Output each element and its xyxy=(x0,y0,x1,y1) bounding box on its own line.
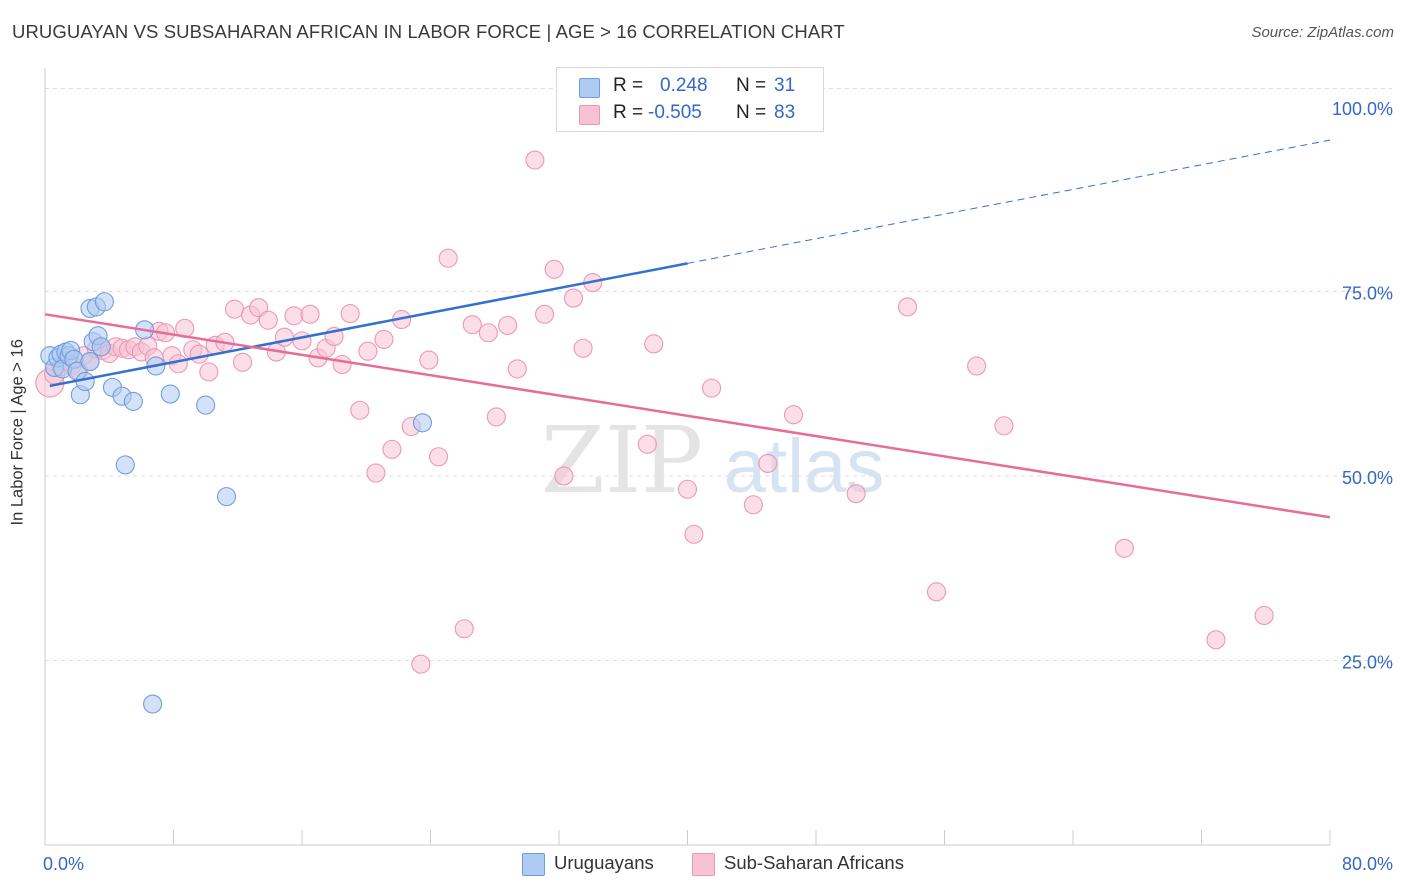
subsaharan-point xyxy=(419,350,439,370)
subsaharan-point xyxy=(846,484,866,504)
subsaharan-point xyxy=(332,354,352,375)
subsaharan-point xyxy=(168,354,188,374)
uruguayan-point xyxy=(115,455,135,475)
subsaharan-point xyxy=(274,327,294,347)
y-axis-label: In Labor Force | Age > 16 xyxy=(8,339,27,526)
subsaharan-point xyxy=(507,359,527,379)
legend-label: Uruguayans xyxy=(554,852,654,873)
trend-lines xyxy=(44,139,1331,519)
uruguayan-point xyxy=(94,292,114,312)
uruguayan-points xyxy=(40,97,622,714)
legend-label: Sub-Saharan Africans xyxy=(724,852,904,873)
subsaharan-point xyxy=(758,453,778,473)
subsaharan-point xyxy=(233,352,253,372)
blue-swatch xyxy=(579,78,600,98)
subsaharan-point xyxy=(743,495,763,515)
subsaharan-point xyxy=(783,405,804,425)
n-label: N = xyxy=(736,102,767,123)
x-tick-label: 0.0% xyxy=(43,854,84,874)
subsaharan-trend-line xyxy=(44,313,1331,519)
gridlines xyxy=(45,87,1392,661)
subsaharan-point xyxy=(1206,630,1226,650)
subsaharan-point xyxy=(684,524,704,544)
stats-box: R = 0.248 N = 31 R = -0.505 N = 83 xyxy=(556,67,824,132)
subsaharan-point xyxy=(284,306,304,326)
y-tick-label: 100.0% xyxy=(1332,99,1393,119)
subsaharan-point xyxy=(454,619,474,639)
subsaharan-point xyxy=(898,297,918,317)
subsaharan-point xyxy=(374,329,394,349)
subsaharan-point xyxy=(573,338,593,358)
subsaharan-point xyxy=(1254,605,1274,626)
y-tick-label: 50.0% xyxy=(1342,468,1393,488)
chart-title: URUGUAYAN VS SUBSAHARAN AFRICAN IN LABOR… xyxy=(12,21,845,42)
y-tick-label: 75.0% xyxy=(1342,283,1393,303)
subsaharan-point xyxy=(563,288,584,308)
r-value: -0.505 xyxy=(648,102,702,123)
uruguayan-point xyxy=(91,337,111,357)
x-tick-label: 80.0% xyxy=(1342,854,1393,874)
subsaharan-point xyxy=(637,434,657,454)
n-label: N = xyxy=(736,75,767,96)
subsaharan-point xyxy=(486,407,506,427)
uruguayan-point xyxy=(196,395,216,415)
subsaharan-point xyxy=(644,334,664,354)
subsaharan-point xyxy=(534,304,555,324)
subsaharan-point xyxy=(199,362,219,382)
uruguayan-point xyxy=(123,391,143,411)
subsaharan-point xyxy=(926,582,947,602)
subsaharan-point xyxy=(300,304,320,324)
subsaharan-point xyxy=(189,344,209,364)
subsaharan-point xyxy=(994,416,1014,436)
y-tick-label: 25.0% xyxy=(1342,652,1393,672)
subsaharan-point xyxy=(967,356,987,376)
n-value: 83 xyxy=(774,102,796,123)
source-credit: Source: ZipAtlas.com xyxy=(1251,24,1394,41)
subsaharan-point xyxy=(478,323,498,343)
subsaharan-point xyxy=(350,400,370,420)
subsaharan-point xyxy=(438,248,458,268)
uruguayan-point xyxy=(80,351,100,372)
watermark-zip: ZIP xyxy=(541,407,703,514)
axes xyxy=(44,68,1331,846)
subsaharan-point xyxy=(677,479,698,499)
subsaharan-point xyxy=(462,315,482,335)
subsaharan-point xyxy=(382,439,402,459)
zipatlas-watermark: ZIP atlas xyxy=(541,407,884,514)
subsaharan-point xyxy=(702,378,722,398)
subsaharan-point xyxy=(340,304,360,324)
uruguayan-trend-extension xyxy=(687,139,1331,264)
subsaharan-point xyxy=(554,466,574,486)
r-label: R = xyxy=(613,102,644,123)
subsaharan-point xyxy=(411,654,431,674)
uruguayan-point xyxy=(160,384,180,404)
pink-swatch xyxy=(579,105,600,125)
tick-labels: 25.0% 50.0% 75.0% 100.0% 0.0% 80.0% xyxy=(43,99,1393,874)
subsaharan-point xyxy=(292,331,312,351)
subsaharan-point xyxy=(258,310,278,330)
subsaharan-point xyxy=(525,150,545,170)
uruguayan-point xyxy=(216,487,237,507)
pink-swatch xyxy=(692,853,715,876)
subsaharan-point xyxy=(1114,538,1134,558)
uruguayan-point xyxy=(143,694,163,714)
stats-row-subsaharan: R = -0.505 N = 83 xyxy=(557,100,823,128)
subsaharan-point xyxy=(498,315,518,335)
uruguayan-trend-line xyxy=(49,262,688,388)
n-value: 31 xyxy=(774,75,796,96)
r-label: R = xyxy=(613,75,644,96)
subsaharan-point xyxy=(224,299,245,319)
uruguayan-point xyxy=(412,413,433,433)
blue-swatch xyxy=(522,853,545,876)
stats-row-uruguayans: R = 0.248 N = 31 xyxy=(557,73,823,101)
r-value: 0.248 xyxy=(660,75,708,96)
subsaharan-point xyxy=(544,259,564,279)
subsaharan-point xyxy=(428,447,449,467)
subsaharan-point xyxy=(366,463,386,483)
subsaharan-point xyxy=(358,341,378,361)
